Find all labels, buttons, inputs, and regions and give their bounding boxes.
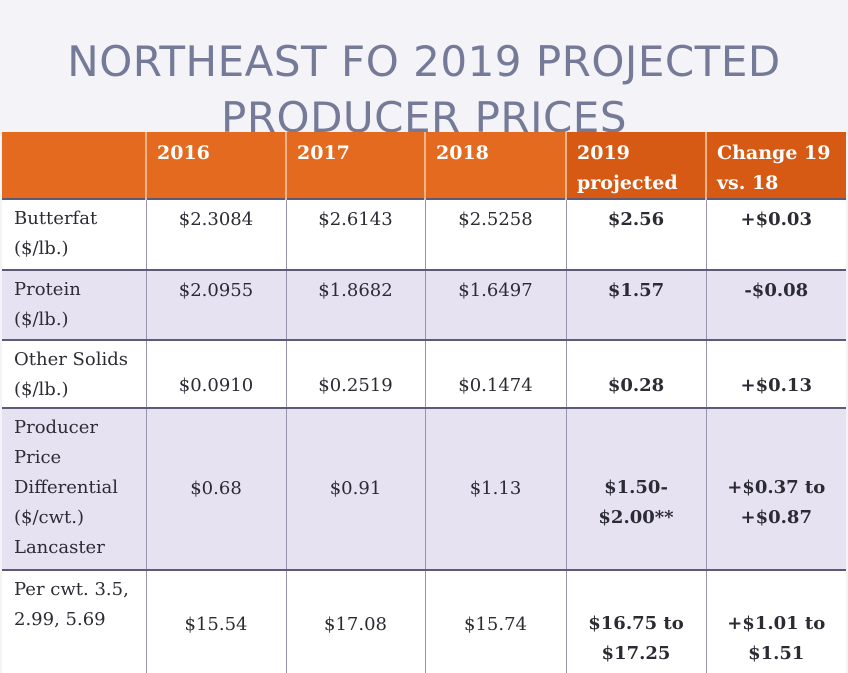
row-label-line: Lancaster bbox=[14, 537, 105, 558]
row-label-unit: ($/lb.) bbox=[14, 309, 69, 330]
cell-per-cwt-2017: $17.08 bbox=[285, 569, 425, 673]
row-label-line: Other Solids bbox=[14, 349, 129, 370]
cell-ppd-2016: $0.68 bbox=[145, 407, 286, 570]
cell-other-solids-2016: $0.0910 bbox=[145, 339, 286, 408]
header-2019-projected: 2019 projected bbox=[565, 132, 706, 199]
row-label-line: Differential bbox=[14, 477, 118, 498]
row-label-per-cwt: Per cwt. 3.5, 2.99, 5.69 bbox=[2, 569, 146, 673]
row-label-line: Price bbox=[14, 447, 62, 468]
cell-per-cwt-2018: $15.74 bbox=[424, 569, 566, 673]
cell-butterfat-2018: $2.5258 bbox=[424, 198, 566, 270]
cell-other-solids-2017: $0.2519 bbox=[285, 339, 425, 408]
cell-ppd-2019: $1.50- $2.00** bbox=[565, 407, 706, 570]
cell-protein-2019: $1.57 bbox=[565, 269, 706, 340]
row-label-unit: ($/lb.) bbox=[14, 379, 69, 400]
cell-butterfat-2017: $2.6143 bbox=[285, 198, 425, 270]
cell-value-line: +$0.37 to bbox=[727, 477, 826, 498]
header-change-line-1: Change 19 bbox=[717, 142, 831, 164]
cell-per-cwt-change: +$1.01 to $1.51 bbox=[705, 569, 846, 673]
cell-value-line: $1.51 bbox=[748, 642, 805, 664]
cell-value-line: +$1.01 to bbox=[727, 612, 826, 634]
cell-other-solids-2019: $0.28 bbox=[565, 339, 706, 408]
header-change-line-2: vs. 18 bbox=[717, 172, 779, 194]
header-2016: 2016 bbox=[145, 132, 286, 199]
header-change: Change 19 vs. 18 bbox=[705, 132, 846, 199]
header-2019-line-1: 2019 bbox=[577, 142, 630, 164]
table-row-protein: Protein ($/lb.) $2.0955 $1.8682 $1.6497 … bbox=[2, 269, 846, 340]
cell-butterfat-change: +$0.03 bbox=[705, 198, 846, 270]
cell-protein-2016: $2.0955 bbox=[145, 269, 286, 340]
table-row-per-cwt: Per cwt. 3.5, 2.99, 5.69 $15.54 $17.08 $… bbox=[2, 569, 846, 673]
row-label-line: Butterfat bbox=[14, 208, 98, 229]
row-label-line: Per cwt. 3.5, bbox=[14, 579, 129, 600]
cell-protein-2017: $1.8682 bbox=[285, 269, 425, 340]
cell-value-line: $1.50- bbox=[604, 477, 668, 498]
cell-value-line: +$0.87 bbox=[740, 507, 812, 528]
table-row-other-solids: Other Solids ($/lb.) $0.0910 $0.2519 $0.… bbox=[2, 339, 846, 408]
table-row-ppd: Producer Price Differential ($/cwt.) Lan… bbox=[2, 407, 846, 570]
row-label-line: Protein bbox=[14, 279, 81, 300]
table-header-row: 2016 2017 2018 2019 projected Change 19 … bbox=[2, 132, 846, 199]
header-2019-line-2: projected bbox=[577, 172, 678, 194]
cell-ppd-change: +$0.37 to +$0.87 bbox=[705, 407, 846, 570]
header-2017: 2017 bbox=[285, 132, 425, 199]
cell-protein-change: -$0.08 bbox=[705, 269, 846, 340]
slide-title: NORTHEAST FO 2019 PROJECTED PRODUCER PRI… bbox=[0, 34, 848, 146]
row-label-protein: Protein ($/lb.) bbox=[2, 269, 146, 340]
row-label-butterfat: Butterfat ($/lb.) bbox=[2, 198, 146, 270]
cell-ppd-2018: $1.13 bbox=[424, 407, 566, 570]
producer-prices-table: 2016 2017 2018 2019 projected Change 19 … bbox=[2, 132, 846, 673]
row-label-line: Producer bbox=[14, 417, 99, 438]
cell-value-line: $16.75 to bbox=[588, 612, 684, 634]
slide-title-line-1: NORTHEAST FO 2019 PROJECTED bbox=[67, 37, 781, 87]
header-2018: 2018 bbox=[424, 132, 566, 199]
row-label-line: 2.99, 5.69 bbox=[14, 609, 106, 630]
cell-value-line: $2.00** bbox=[598, 507, 674, 528]
row-label-unit: ($/cwt.) bbox=[14, 507, 85, 528]
cell-per-cwt-2016: $15.54 bbox=[145, 569, 286, 673]
header-label-cell bbox=[2, 132, 146, 199]
cell-protein-2018: $1.6497 bbox=[424, 269, 566, 340]
cell-butterfat-2019: $2.56 bbox=[565, 198, 706, 270]
row-label-other-solids: Other Solids ($/lb.) bbox=[2, 339, 146, 408]
cell-per-cwt-2019: $16.75 to $17.25 bbox=[565, 569, 706, 673]
cell-other-solids-change: +$0.13 bbox=[705, 339, 846, 408]
cell-other-solids-2018: $0.1474 bbox=[424, 339, 566, 408]
table-row-butterfat: Butterfat ($/lb.) $2.3084 $2.6143 $2.525… bbox=[2, 198, 846, 270]
row-label-ppd: Producer Price Differential ($/cwt.) Lan… bbox=[2, 407, 146, 570]
row-label-unit: ($/lb.) bbox=[14, 238, 69, 259]
cell-butterfat-2016: $2.3084 bbox=[145, 198, 286, 270]
cell-value-line: $17.25 bbox=[601, 642, 671, 664]
cell-ppd-2017: $0.91 bbox=[285, 407, 425, 570]
